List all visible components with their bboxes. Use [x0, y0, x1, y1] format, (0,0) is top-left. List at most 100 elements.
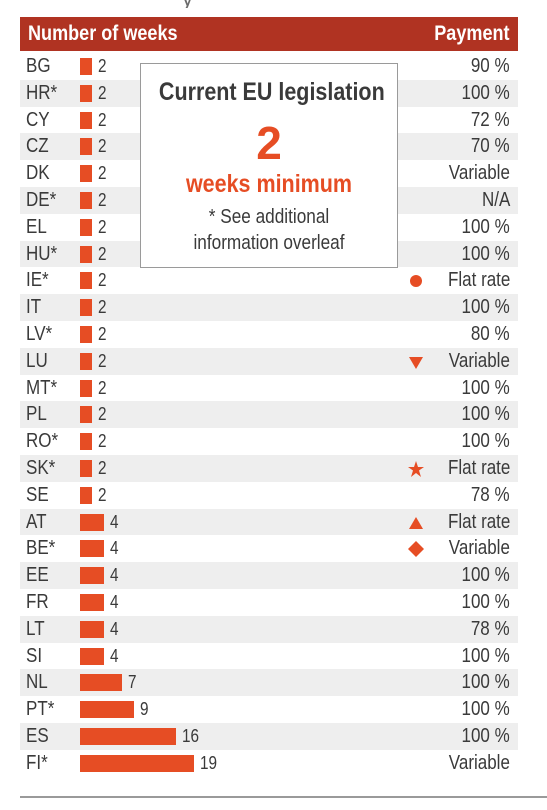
- weeks-value-label: 19: [200, 752, 218, 773]
- country-code: ES: [26, 724, 49, 747]
- payment-value: Variable: [448, 162, 510, 185]
- payment-value: 100 %: [461, 430, 510, 453]
- weeks-value-label: 4: [110, 618, 119, 639]
- weeks-bar: [80, 727, 176, 745]
- info-box-subtitle: weeks minimum: [185, 170, 353, 198]
- country-code: FR: [26, 590, 49, 613]
- country-code: LT: [26, 617, 45, 640]
- country-code: IE*: [26, 269, 49, 292]
- weeks-value-label: 2: [98, 484, 107, 505]
- weeks-value-label: 2: [98, 82, 107, 103]
- payment-value: 78 %: [471, 617, 510, 640]
- payment-value: 100 %: [461, 242, 510, 265]
- table-row: IT 2 100 %: [20, 294, 518, 321]
- weeks-value-label: 4: [110, 538, 119, 559]
- payment-value: Variable: [448, 751, 510, 774]
- payment-value: Flat rate: [447, 456, 510, 479]
- weeks-value-label: 2: [98, 431, 107, 452]
- weeks-bar: [80, 218, 92, 236]
- payment-value: 80 %: [471, 322, 510, 345]
- weeks-bar: [80, 58, 92, 75]
- table-row: SI 4 100 %: [20, 643, 518, 670]
- payment-value: 100 %: [461, 296, 510, 319]
- table-row: PL 2 100 %: [20, 401, 518, 429]
- country-code: FI*: [26, 751, 48, 774]
- payment-value: 100 %: [461, 671, 510, 694]
- weeks-bar: [80, 379, 92, 397]
- weeks-value-label: 2: [98, 404, 107, 425]
- country-code: CZ: [26, 135, 49, 158]
- weeks-column-header: Number of weeks: [28, 22, 178, 45]
- table-row: PT* 9 100 %: [20, 696, 518, 723]
- country-code: EE: [26, 564, 49, 587]
- weeks-bar: [80, 406, 92, 424]
- weeks-value-label: 7: [128, 672, 137, 693]
- weeks-value-label: 2: [98, 243, 107, 264]
- country-code: NL: [26, 671, 48, 694]
- table-row: EE 4 100 %: [20, 562, 518, 589]
- table-row: LU 2 Variable: [20, 347, 518, 375]
- payment-value: 70 %: [471, 135, 510, 158]
- payment-value: 100 %: [461, 698, 510, 721]
- weeks-bar: [80, 674, 122, 692]
- payment-value: 90 %: [471, 55, 510, 77]
- table-row: ES 16 100 %: [20, 722, 518, 750]
- weeks-bar: [80, 84, 92, 102]
- weeks-bar: [80, 567, 104, 585]
- weeks-bar: [80, 486, 92, 504]
- country-code: BE*: [26, 537, 56, 560]
- country-code: MT*: [26, 376, 58, 399]
- weeks-value-label: 2: [98, 377, 107, 398]
- payment-value: Variable: [448, 537, 510, 560]
- table-row: CY 2 72 %: [20, 107, 518, 134]
- weeks-bar: [80, 433, 92, 451]
- weeks-bar: [80, 540, 104, 558]
- table-row: DK 2 Variable: [20, 160, 518, 187]
- weeks-value-label: 2: [98, 297, 107, 318]
- weeks-value-label: 2: [98, 163, 107, 184]
- star-marker-icon: [408, 460, 424, 477]
- table-row: RO* 2 100 %: [20, 428, 518, 455]
- table-row: BG 2 90 %: [20, 53, 518, 80]
- country-code: SE: [26, 483, 49, 506]
- weeks-bar: [80, 647, 104, 665]
- country-code: DK: [26, 162, 50, 185]
- triangle-up-marker-icon: [408, 515, 424, 531]
- country-code: SK*: [26, 456, 56, 479]
- weeks-value-label: 16: [182, 725, 200, 746]
- table-row: NL 7 100 %: [20, 669, 518, 697]
- weeks-bar: [80, 620, 104, 638]
- info-box-number: 2: [256, 117, 282, 169]
- payment-value: 78 %: [471, 483, 510, 506]
- country-code: IT: [26, 296, 42, 319]
- table-header: Number of weeks Payment: [20, 17, 518, 51]
- payment-value: 100 %: [461, 403, 510, 426]
- info-box-note-line2: information overleaf: [193, 232, 345, 254]
- chart-rows: BG 2 90 % HR* 2 100 % CY 2 72 % CZ 2 70 % DK 2 Variabl…: [20, 53, 518, 777]
- weeks-value-label: 4: [110, 565, 119, 586]
- table-row: FR 4 100 %: [20, 589, 518, 616]
- weeks-value-label: 2: [98, 216, 107, 237]
- table-row: IE* 2 Flat rate: [20, 267, 518, 294]
- weeks-value-label: 2: [98, 350, 107, 371]
- payment-value: 100 %: [461, 590, 510, 613]
- weeks-value-label: 2: [98, 136, 107, 157]
- country-code: HU*: [26, 242, 58, 265]
- weeks-bar: [80, 701, 134, 719]
- weeks-bar: [80, 325, 92, 343]
- country-code: SI: [26, 644, 43, 667]
- weeks-bar: [80, 191, 92, 209]
- payment-value: Flat rate: [447, 269, 510, 292]
- table-row: MT* 2 100 %: [20, 375, 518, 402]
- country-code: LV*: [26, 322, 53, 345]
- bottom-divider: [20, 796, 547, 798]
- weeks-bar: [80, 459, 92, 477]
- weeks-value-label: 2: [98, 109, 107, 130]
- weeks-value-label: 2: [98, 323, 107, 344]
- weeks-bar: [80, 245, 92, 263]
- table-row: AT 4 Flat rate: [20, 508, 518, 536]
- circle-marker-icon: [408, 273, 424, 289]
- payment-value: 100 %: [461, 81, 510, 104]
- country-code: BG: [26, 55, 51, 77]
- payment-value: 100 %: [461, 564, 510, 587]
